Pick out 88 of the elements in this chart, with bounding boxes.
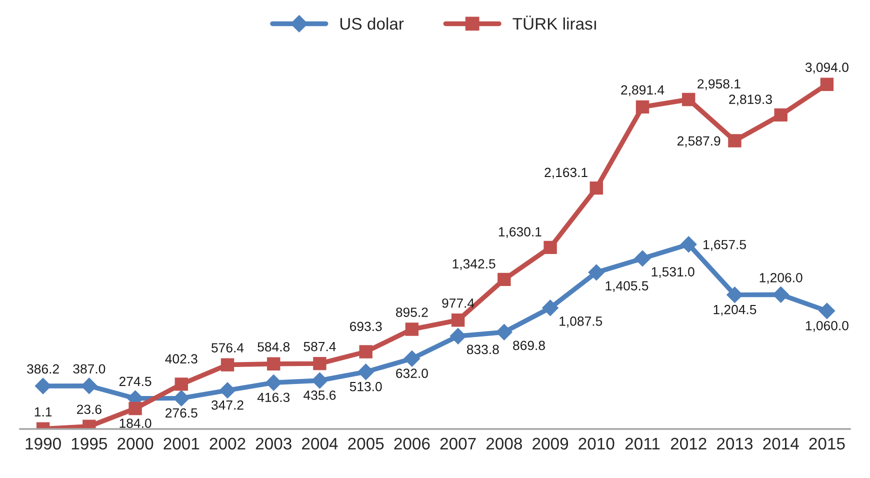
point [451, 314, 465, 327]
data-label: 1,204.5 [714, 304, 756, 316]
point [174, 378, 188, 391]
data-label: 387.0 [73, 364, 106, 374]
x-tick-label: 2001 [164, 438, 200, 450]
point [128, 402, 142, 416]
point [173, 390, 190, 406]
x-tick-label: 2015 [809, 438, 845, 450]
data-label: 1,405.5 [606, 281, 648, 292]
data-label: 1.1 [34, 407, 52, 416]
x-tick-label: 1995 [72, 438, 108, 450]
point [267, 357, 280, 370]
point [772, 286, 790, 303]
data-label: 576.4 [212, 343, 244, 352]
point [544, 240, 557, 254]
data-label: 1,630.1 [498, 227, 542, 238]
point [634, 250, 651, 267]
data-label: 402.3 [165, 354, 198, 364]
legend-label: US dolar [340, 17, 404, 30]
x-tick-label: 2009 [532, 438, 568, 450]
x-tick-label: 2010 [578, 438, 614, 450]
point [219, 382, 236, 399]
point [450, 328, 466, 344]
data-label: 2,891.4 [621, 85, 664, 96]
data-label: 2,819.3 [729, 94, 772, 106]
data-label: 1,087.5 [560, 316, 602, 328]
x-tick-label: 2012 [670, 438, 706, 450]
data-label: 513.0 [350, 382, 382, 392]
data-label: 386.2 [27, 364, 59, 374]
point [498, 272, 511, 286]
data-label: 23.6 [76, 404, 102, 414]
point [220, 358, 234, 372]
point [34, 378, 52, 394]
data-label: 977.4 [442, 298, 474, 308]
data-label: 1,342.5 [452, 259, 496, 270]
x-tick-label: 2008 [486, 438, 522, 450]
x-tick-label: 2000 [118, 438, 154, 450]
point [404, 350, 420, 367]
data-label: 276.5 [166, 408, 198, 418]
x-tick-label: 2007 [440, 438, 476, 450]
data-label: 833.8 [466, 344, 499, 354]
data-label: 895.2 [396, 308, 428, 317]
data-label: 347.2 [211, 400, 244, 410]
data-label: 587.4 [304, 342, 336, 352]
data-label: 274.5 [119, 376, 152, 386]
point [590, 181, 603, 195]
data-label: 3,094.0 [805, 62, 848, 74]
data-label: 1,531.0 [652, 267, 694, 278]
point [542, 300, 558, 316]
x-tick-label: 2005 [348, 438, 384, 450]
point [774, 108, 788, 122]
x-tick-label: 1990 [26, 438, 61, 450]
data-label: 2,958.1 [698, 79, 740, 90]
point [588, 264, 605, 281]
x-tick-label: 2006 [394, 438, 430, 450]
point [726, 286, 743, 304]
point [405, 322, 419, 336]
x-tick-label: 2013 [717, 438, 753, 450]
data-label: 1,060.0 [806, 320, 848, 332]
data-label: 1,657.5 [704, 240, 746, 251]
x-tick-label: 2011 [625, 438, 660, 450]
data-label: 416.3 [257, 392, 290, 402]
data-label: 584.8 [258, 342, 290, 352]
x-tick-label: 2002 [210, 438, 246, 450]
x-tick-label: 2003 [256, 438, 292, 450]
x-tick-label: 2014 [763, 438, 799, 450]
point [496, 324, 512, 340]
data-label: 1,206.0 [760, 272, 802, 284]
point [359, 345, 372, 358]
point [313, 356, 326, 370]
point [358, 364, 374, 380]
legend-label: TÜRK lirası [512, 16, 596, 30]
data-label: 693.3 [350, 322, 382, 332]
point [312, 372, 328, 389]
data-label: 435.6 [304, 390, 336, 400]
x-tick-label: 2004 [302, 438, 338, 450]
point [818, 302, 836, 320]
point [820, 78, 834, 91]
point [680, 236, 697, 253]
point [728, 134, 742, 148]
point [682, 92, 696, 106]
data-label: 2,163.1 [544, 168, 588, 179]
point [636, 100, 650, 114]
data-label: 184.0 [120, 418, 152, 428]
point [265, 374, 282, 391]
data-label: 632.0 [396, 368, 428, 378]
data-label: 869.8 [513, 340, 545, 350]
data-label: 2,587.9 [677, 136, 720, 148]
